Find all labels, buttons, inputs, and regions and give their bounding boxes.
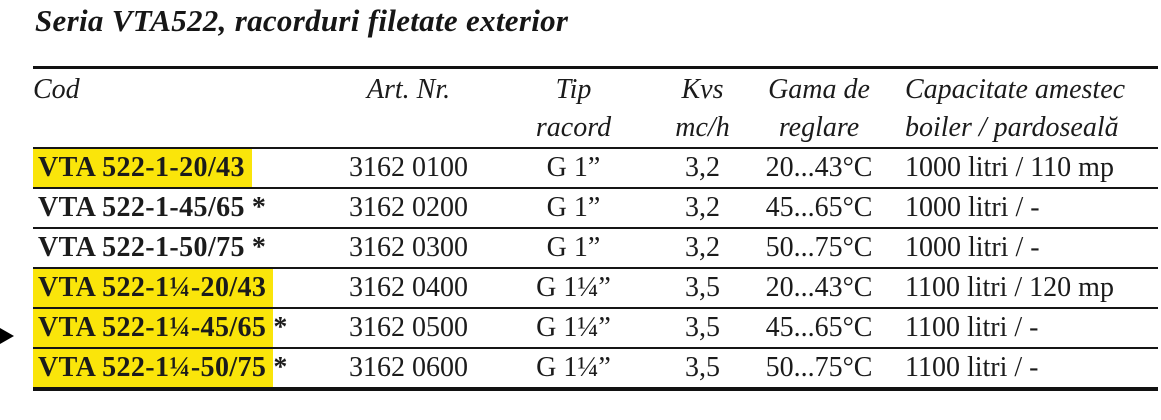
cell-art-nr: 3162 0300 [330, 228, 487, 269]
cell-capacitate: 1100 litri / - [905, 352, 1039, 383]
cell-capacitate: 1000 litri / 110 mp [893, 148, 1158, 189]
product-spec-table: Cod Art. Nr. Tip racord Kvs mc/h Gama de [33, 66, 1158, 391]
cell-tip-racord: G 1” [487, 228, 660, 269]
cell-capacitate: 1100 litri / 120 mp [893, 268, 1158, 309]
product-code: VTA 522-1-45/65 [38, 192, 245, 223]
cell-art-nr: 3162 0100 [330, 148, 487, 189]
table-row: VTA 522-1-45/65 * 3162 0200 G 1” 3,2 45..… [33, 188, 1158, 229]
cell-kvs: 3,5 [660, 268, 745, 309]
table-row: VTA 522-1-50/75 * 3162 0300 G 1” 3,2 50..… [33, 228, 1158, 269]
code-asterisk: * [273, 352, 288, 383]
col-header-capacitate: Capacitate amestec boiler / pardoseală [893, 67, 1158, 149]
col-header-tip-racord: Tip racord [487, 67, 660, 149]
col-header-art-nr: Art. Nr. [330, 67, 487, 149]
product-code: VTA 522-1¼-50/75 [33, 349, 274, 387]
cell-kvs: 3,2 [660, 148, 745, 189]
cell-tip-racord: G 1” [487, 148, 660, 189]
cell-kvs: 3,5 [685, 352, 720, 383]
product-code: VTA 522-1-20/43 [33, 149, 252, 187]
cell-art-nr: 3162 0200 [330, 188, 487, 229]
cell-cod: VTA 522-1¼-45/65 * [33, 308, 330, 349]
cell-cod: VTA 522-1¼-50/75 * [33, 348, 330, 389]
col-header-cod: Cod [33, 67, 330, 149]
code-asterisk: * [273, 312, 288, 343]
cell-tip-racord: G 1¼” [536, 352, 611, 383]
product-code: VTA 522-1¼-20/43 [33, 269, 274, 307]
cell-kvs: 3,2 [660, 228, 745, 269]
cell-art-nr: 3162 0500 [330, 308, 487, 349]
cell-kvs: 3,2 [660, 188, 745, 229]
cell-gama-reglare: 20...43°C [745, 148, 893, 189]
margin-pointer-icon [0, 324, 14, 348]
table-row: VTA 522-1-20/43 3162 0100 G 1” 3,2 20...… [33, 148, 1158, 189]
col-header-kvs: Kvs mc/h [660, 67, 745, 149]
cell-tip-racord: G 1” [487, 188, 660, 229]
cell-cod: VTA 522-1-45/65 * [33, 188, 330, 229]
cell-gama-reglare: 45...65°C [745, 188, 893, 229]
cell-tip-racord: G 1¼” [487, 308, 660, 349]
col-header-gama-reglare: Gama de reglare [745, 67, 893, 149]
cell-capacitate: 1000 litri / - [893, 188, 1158, 229]
cell-kvs: 3,5 [660, 308, 745, 349]
code-asterisk: * [251, 192, 267, 223]
cell-tip-racord: G 1¼” [487, 268, 660, 309]
cell-cod: VTA 522-1-20/43 [33, 148, 330, 189]
cell-cod: VTA 522-1-50/75 * [33, 228, 330, 269]
cell-gama-reglare: 50...75°C [765, 352, 873, 383]
cell-cod: VTA 522-1¼-20/43 [33, 268, 330, 309]
product-code: VTA 522-1¼-45/65 [33, 309, 274, 347]
cell-gama-reglare: 20...43°C [745, 268, 893, 309]
cell-gama-reglare: 45...65°C [745, 308, 893, 349]
table-row: VTA 522-1¼-45/65 * 3162 0500 G 1¼” 3,5 45… [33, 308, 1158, 349]
table-row: VTA 522-1¼-50/75 * 3162 0600 G 1¼” 3,5 50… [33, 348, 1158, 389]
page-title: Seria VTA522, racorduri filetate exterio… [35, 3, 569, 38]
table-row: VTA 522-1¼-20/43 3162 0400 G 1¼” 3,5 20.… [33, 268, 1158, 309]
cell-capacitate: 1100 litri / - [893, 308, 1158, 349]
cell-gama-reglare: 50...75°C [745, 228, 893, 269]
cell-art-nr: 3162 0400 [330, 268, 487, 309]
header-row: Cod Art. Nr. Tip racord Kvs mc/h Gama de [33, 67, 1158, 149]
code-asterisk: * [251, 232, 267, 263]
product-code: VTA 522-1-50/75 [38, 232, 245, 263]
cell-capacitate: 1000 litri / - [893, 228, 1158, 269]
cell-art-nr: 3162 0600 [349, 352, 468, 383]
